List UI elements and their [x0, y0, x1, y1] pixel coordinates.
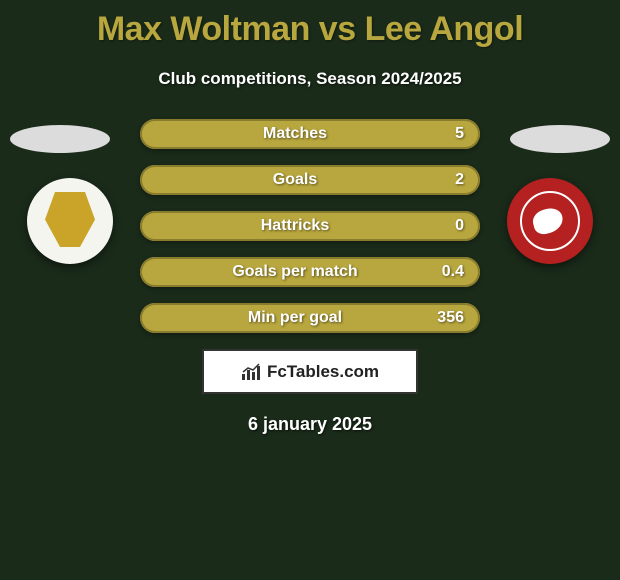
stat-label: Hattricks	[261, 217, 329, 234]
page-title: Max Woltman vs Lee Angol	[0, 0, 620, 49]
stat-label: Goals	[273, 171, 317, 188]
stat-row: Goals 2	[140, 165, 480, 195]
chart-icon	[241, 363, 263, 381]
stat-label: Goals per match	[232, 263, 357, 280]
stat-row: Matches 5	[140, 119, 480, 149]
stat-row: Min per goal 356	[140, 303, 480, 333]
brand-box[interactable]: FcTables.com	[202, 349, 418, 394]
stat-value: 2	[434, 171, 464, 189]
stat-label: Min per goal	[248, 309, 342, 326]
date-text: 6 january 2025	[0, 414, 620, 435]
stat-value: 356	[434, 309, 464, 327]
brand-text: FcTables.com	[267, 362, 379, 382]
stat-value: 0.4	[434, 263, 464, 281]
subtitle: Club competitions, Season 2024/2025	[0, 69, 620, 89]
stat-row: Hattricks 0	[140, 211, 480, 241]
stat-value: 0	[434, 217, 464, 235]
stat-row: Goals per match 0.4	[140, 257, 480, 287]
stat-value: 5	[434, 125, 464, 143]
stat-label: Matches	[263, 125, 327, 142]
stats-container: Matches 5 Goals 2 Hattricks 0 Goals per …	[0, 119, 620, 333]
